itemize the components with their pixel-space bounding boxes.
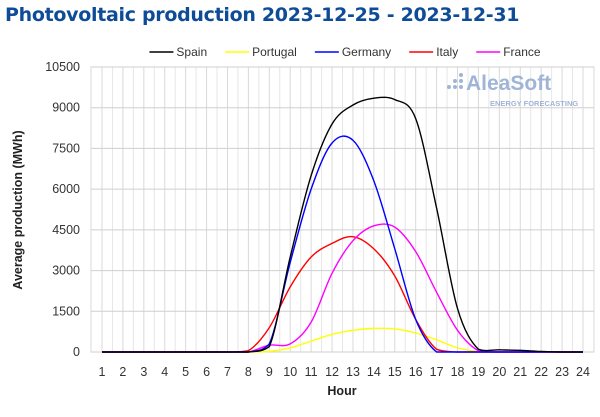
y-tick-label: 0 <box>73 345 80 359</box>
x-tick-label: 15 <box>388 365 402 379</box>
series-lines <box>101 96 583 353</box>
x-tick-label: 6 <box>203 365 210 379</box>
y-tick-label: 1500 <box>52 304 80 318</box>
x-tick-label: 21 <box>513 365 527 379</box>
legend-label: Spain <box>176 45 207 59</box>
legend-label: France <box>503 45 541 59</box>
x-tick-label: 5 <box>182 365 189 379</box>
x-tick-label: 3 <box>140 365 147 379</box>
chart-title: Photovoltaic production 2023-12-25 - 202… <box>5 4 520 26</box>
y-tick-label: 4500 <box>52 223 80 237</box>
y-axis-label: Average production (MWh) <box>11 130 25 289</box>
x-tick-label: 9 <box>266 365 273 379</box>
watermark-logo: AleaSoft ENERGY FORECASTING <box>447 72 578 108</box>
y-tick-label: 10500 <box>45 60 80 74</box>
x-tick-label: 23 <box>555 365 569 379</box>
x-tick-label: 7 <box>224 365 231 379</box>
legend-item-spain: Spain <box>149 45 207 59</box>
x-tick-label: 17 <box>430 365 444 379</box>
series-line-spain <box>101 96 583 353</box>
x-tick-label: 10 <box>283 365 297 379</box>
x-tick-label: 24 <box>576 365 590 379</box>
grid <box>90 66 595 353</box>
legend: Spain Portugal Germany Italy France <box>149 45 541 59</box>
x-tick-label: 19 <box>471 365 485 379</box>
legend-item-germany: Germany <box>314 45 391 59</box>
legend-item-italy: Italy <box>409 45 458 59</box>
x-axis-label: Hour <box>327 384 356 398</box>
legend-label: Germany <box>342 45 391 59</box>
x-tick-label: 12 <box>325 365 339 379</box>
x-tick-label: 13 <box>346 365 360 379</box>
x-tick-label: 2 <box>119 365 126 379</box>
x-tick-label: 14 <box>367 365 381 379</box>
y-tick-label: 9000 <box>52 101 80 115</box>
legend-item-portugal: Portugal <box>225 45 297 59</box>
legend-label: Italy <box>436 45 458 59</box>
x-tick-label: 8 <box>245 365 252 379</box>
x-tick-label: 18 <box>451 365 465 379</box>
svg-text:AleaSoft: AleaSoft <box>466 72 551 95</box>
legend-item-france: France <box>476 45 541 59</box>
y-tick-label: 3000 <box>52 264 80 278</box>
x-tick-label: 1 <box>99 365 106 379</box>
y-tick-labels: 0 1500 3000 4500 6000 7500 9000 10500 <box>45 60 80 359</box>
x-tick-label: 20 <box>492 365 506 379</box>
x-tick-label: 11 <box>305 365 318 379</box>
x-tick-labels: 1 2 3 4 5 6 7 8 9 10 11 12 13 14 15 16 17 18 19 20 21 22 23 24 <box>99 365 590 379</box>
legend-label: Portugal <box>252 45 297 59</box>
svg-text:ENERGY FORECASTING: ENERGY FORECASTING <box>490 99 578 108</box>
x-tick-label: 4 <box>161 365 168 379</box>
x-tick-label: 22 <box>534 365 548 379</box>
y-tick-label: 7500 <box>52 141 80 155</box>
x-tick-label: 16 <box>409 365 423 379</box>
y-tick-label: 6000 <box>52 182 80 196</box>
